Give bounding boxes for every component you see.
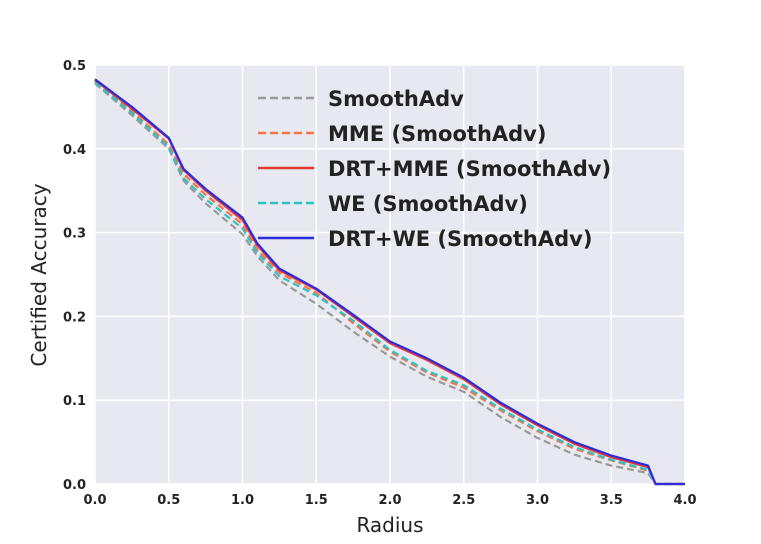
- grid-lines: [94, 64, 686, 485]
- x-tick-label: 0.5: [157, 493, 180, 508]
- y-tick-label: 0.1: [63, 394, 86, 409]
- y-tick-label: 0.2: [63, 310, 86, 325]
- y-tick-label: 0.3: [63, 227, 86, 242]
- y-tick-label: 0.0: [63, 478, 86, 493]
- legend-label: DRT+WE (SmoothAdv): [328, 227, 592, 251]
- x-tick-label: 3.5: [600, 493, 623, 508]
- y-tick-label: 0.4: [63, 143, 86, 158]
- series-line-1: [94, 82, 685, 486]
- y-tick-labels: 0.0 0.1 0.2 0.3 0.4 0.5: [63, 59, 86, 493]
- y-tick-label: 0.5: [63, 59, 86, 74]
- series-lines: [94, 78, 685, 486]
- legend-label: DRT+MME (SmoothAdv): [328, 157, 611, 181]
- x-axis-label: Radius: [356, 513, 423, 537]
- x-tick-label: 4.0: [673, 493, 696, 508]
- x-tick-label: 0.0: [83, 493, 106, 508]
- legend: SmoothAdv MME (SmoothAdv) DRT+MME (SmoothA…: [258, 87, 611, 251]
- x-tick-label: 1.5: [305, 493, 328, 508]
- x-tick-label: 2.5: [452, 493, 475, 508]
- legend-label: SmoothAdv: [328, 87, 464, 111]
- series-line-5: [94, 78, 685, 486]
- legend-label: MME (SmoothAdv): [328, 122, 546, 146]
- series-line-2: [94, 80, 685, 486]
- x-tick-label: 1.0: [231, 493, 254, 508]
- x-tick-label: 2.0: [378, 493, 401, 508]
- series-line-4: [94, 81, 685, 486]
- legend-label: WE (SmoothAdv): [328, 192, 528, 216]
- x-tick-labels: 0.0 0.5 1.0 1.5 2.0 2.5 3.0 3.5 4.0: [83, 493, 696, 508]
- x-tick-label: 3.0: [526, 493, 549, 508]
- y-axis-label: Certified Accuracy: [27, 183, 51, 366]
